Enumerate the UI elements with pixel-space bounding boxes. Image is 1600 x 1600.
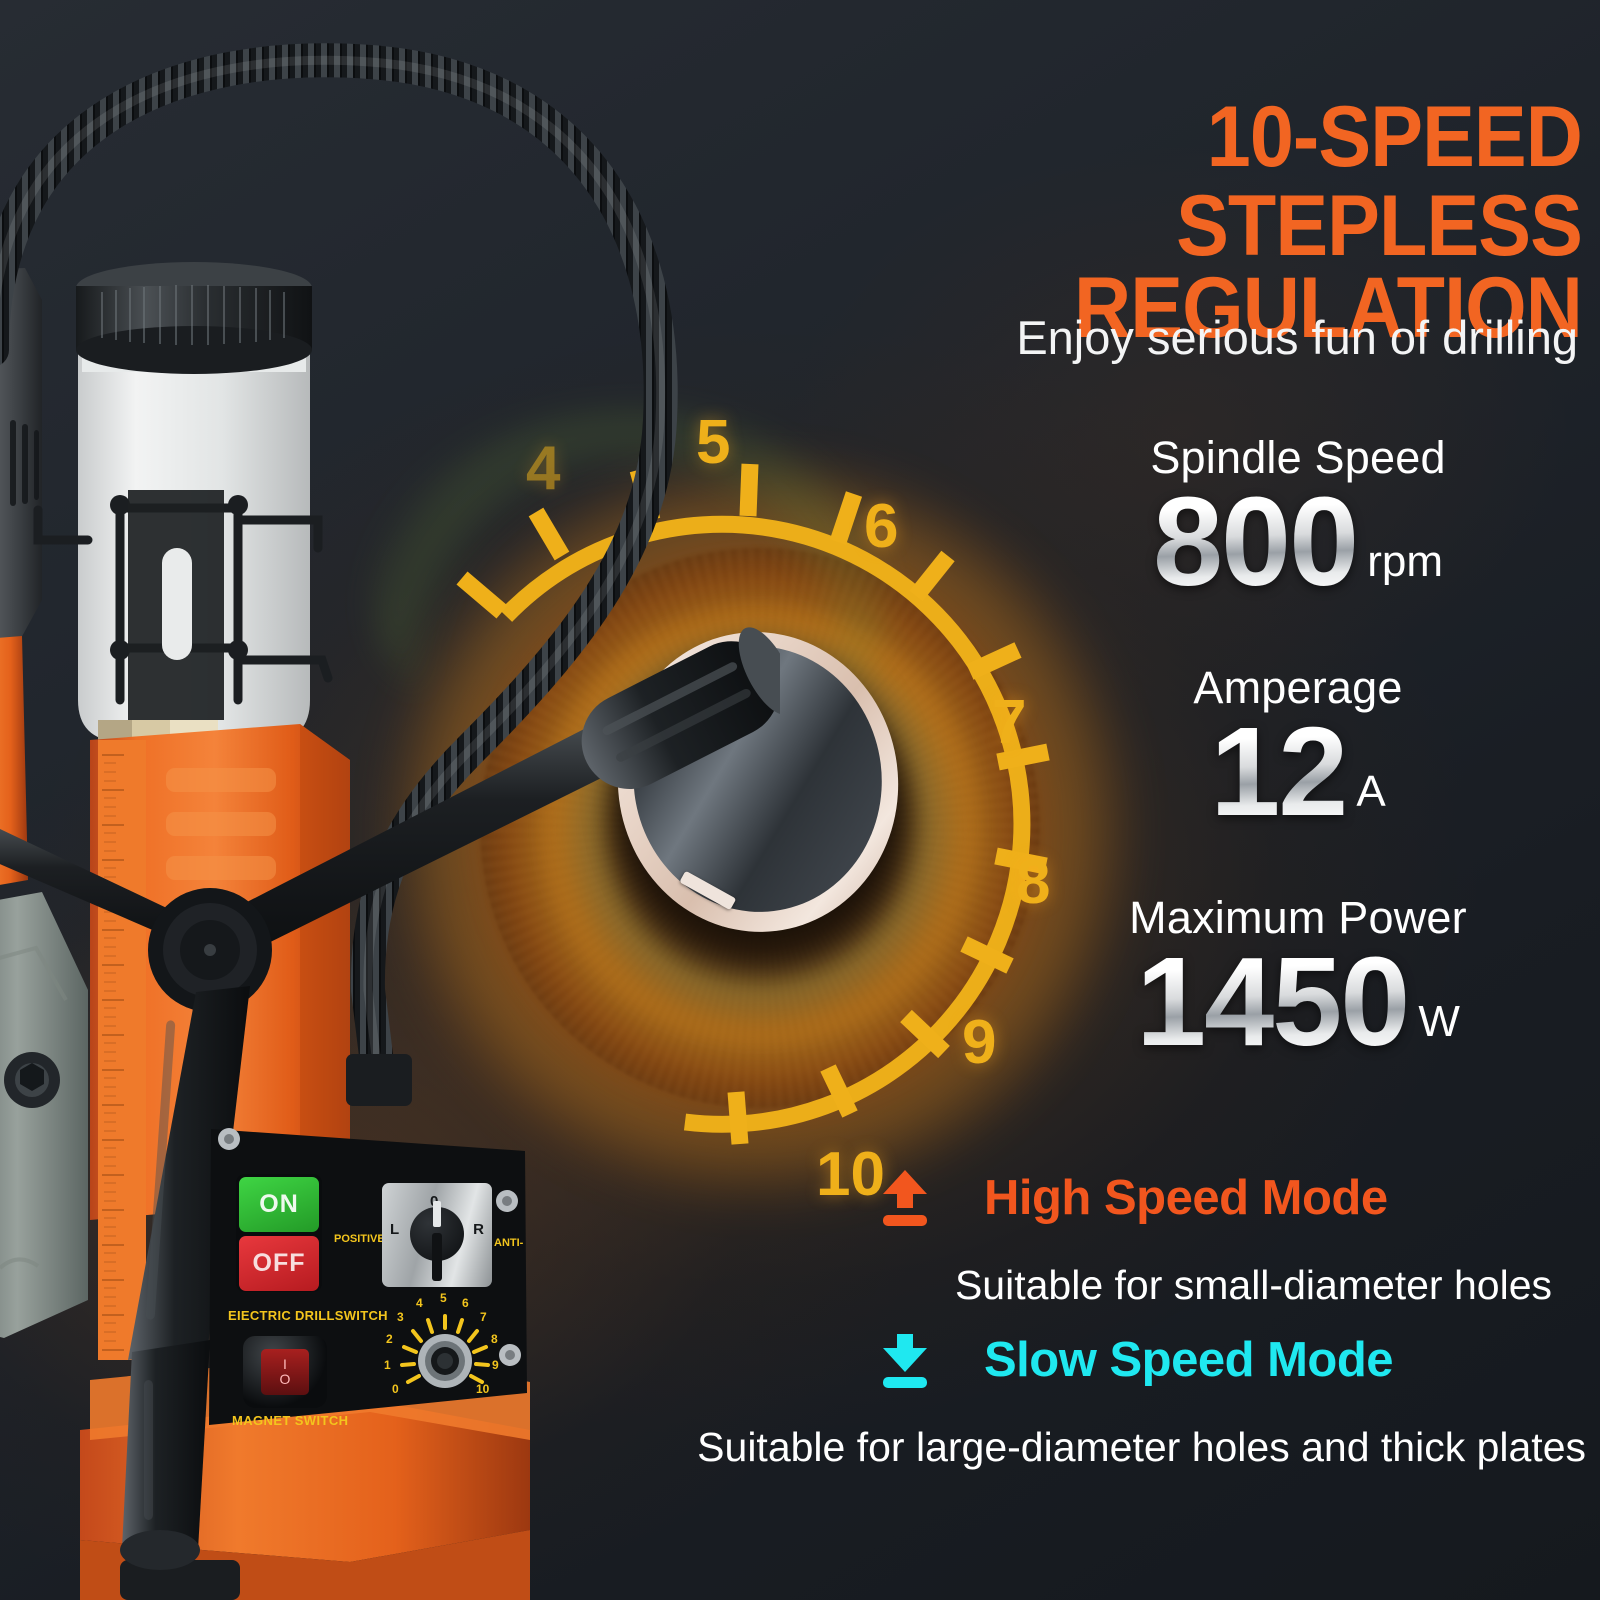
dial-number-8: 8: [1016, 848, 1051, 917]
positive-label: POSITIVE: [334, 1233, 385, 1245]
speed-potentiometer[interactable]: 5 4 3 2 1 0 6 7 8 9 10: [384, 1291, 506, 1422]
hose-connector: [346, 1054, 412, 1106]
selector-knob[interactable]: [410, 1201, 464, 1281]
slow-speed-mode-description: Suitable for large-diameter holes and th…: [697, 1424, 1586, 1470]
dial-number-7: 7: [992, 688, 1027, 757]
selector-left-label: L: [390, 1221, 400, 1238]
dial-number-4: 4: [526, 434, 561, 503]
page-title: 10-SPEED STEPLESS REGULATION: [582, 89, 1583, 357]
speed-dial-ticks: [400, 1314, 490, 1388]
magnet-off-symbol: O: [279, 1371, 291, 1387]
magnet-on-symbol: I: [283, 1355, 287, 1372]
magnet-switch-label: MAGNET SWITCH: [232, 1413, 349, 1428]
spec-maximum-power: Maximum Power 1450 W: [1018, 892, 1578, 1067]
feed-handle-assembly: [0, 627, 780, 1570]
dial-arc-svg: [456, 463, 1050, 1145]
spec-label: Maximum Power: [1129, 892, 1467, 943]
on-button[interactable]: ON: [239, 1177, 319, 1232]
dial-number-6: 6: [864, 492, 899, 561]
speed-dial-number-4: 4: [416, 1296, 423, 1310]
spec-label: Spindle Speed: [1150, 432, 1446, 483]
dial-number-5: 5: [696, 408, 731, 477]
speed-dial-number-1: 1: [384, 1358, 391, 1372]
slow-speed-mode-row: Slow Speed Mode: [878, 1330, 1578, 1390]
spec-amperage: Amperage 12 A: [1018, 662, 1578, 837]
anti-label: ANTI-: [494, 1237, 524, 1249]
headline-line-2: STEPLESS REGULATION: [1074, 177, 1583, 357]
electric-drill-switch-label: EIECTRIC DRILLSWITCH: [228, 1308, 388, 1323]
speed-dial-number-8: 8: [491, 1332, 498, 1346]
speed-dial-graphic: 4 5 6 7 8 9 10: [330, 400, 1190, 1260]
slow-speed-mode-title: Slow Speed Mode: [984, 1333, 1394, 1387]
speed-dial-number-7: 7: [480, 1310, 487, 1324]
spec-value: 12: [1210, 701, 1348, 842]
spec-value: 800: [1152, 471, 1359, 612]
speed-dial-number-10: 10: [476, 1382, 490, 1396]
speed-dial-number-5: 5: [440, 1291, 447, 1305]
arrow-up-bar-icon: [883, 1170, 927, 1226]
electric-drill-switch[interactable]: ON OFF: [236, 1174, 322, 1292]
off-button[interactable]: OFF: [239, 1236, 319, 1291]
speed-dial-number-6: 6: [462, 1296, 469, 1310]
headline-subtitle: Enjoy serious fun of drilling: [1016, 311, 1578, 364]
magnet-switch[interactable]: I O: [243, 1336, 327, 1408]
speed-dial-number-0: 0: [392, 1382, 399, 1396]
high-speed-mode-title: High Speed Mode: [984, 1171, 1388, 1225]
speed-dial-number-3: 3: [397, 1310, 404, 1324]
high-speed-mode-description: Suitable for small-diameter holes: [954, 1262, 1552, 1308]
coolant-hose: [0, 43, 678, 1106]
arrow-down-bar-icon: [883, 1334, 927, 1388]
spec-unit: W: [1418, 996, 1460, 1046]
dial-number-9: 9: [962, 1008, 997, 1077]
speed-dial-number-9: 9: [492, 1358, 499, 1372]
spec-value: 1450: [1136, 931, 1410, 1072]
dial-number-10: 10: [816, 1140, 885, 1209]
selector-right-label: R: [473, 1221, 484, 1238]
high-speed-mode-row: High Speed Mode: [878, 1168, 1578, 1228]
headline-line-1: 10-SPEED: [1206, 89, 1583, 185]
spec-spindle-speed: Spindle Speed 800 rpm: [1018, 432, 1578, 607]
speed-dial-number-2: 2: [386, 1332, 393, 1346]
spec-unit: A: [1356, 766, 1386, 816]
direction-selector[interactable]: L 0 R: [382, 1183, 492, 1287]
spec-label: Amperage: [1193, 662, 1403, 713]
spec-unit: rpm: [1367, 536, 1443, 586]
